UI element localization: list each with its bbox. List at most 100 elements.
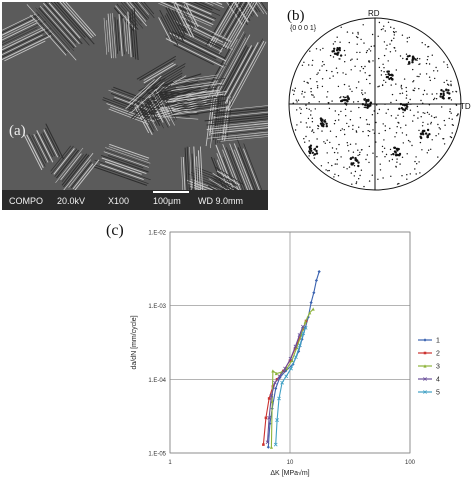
chart-legend: 1 2 3 4 5: [418, 338, 440, 397]
lamella-line: [68, 159, 91, 188]
orientation-point: [339, 41, 341, 43]
lamella-line: [176, 2, 217, 20]
orientation-point: [354, 65, 356, 67]
lamella-line: [224, 42, 259, 104]
orientation-point: [387, 21, 390, 23]
orientation-point: [321, 65, 323, 67]
lamella-line: [53, 2, 86, 38]
orientation-point: [331, 50, 334, 53]
orientation-point: [316, 85, 319, 87]
data-point: [284, 374, 289, 379]
orientation-point: [366, 106, 369, 109]
orientation-point: [400, 86, 402, 88]
orientation-point: [436, 70, 439, 72]
orientation-point: [441, 106, 443, 108]
orientation-point: [327, 162, 329, 164]
orientation-point: [376, 156, 378, 158]
orientation-point: [405, 103, 408, 107]
orientation-point: [368, 48, 370, 50]
orientation-point: [422, 133, 425, 136]
orientation-point: [443, 143, 446, 145]
orientation-point: [353, 165, 356, 167]
orientation-point: [447, 84, 450, 86]
data-point: [273, 380, 277, 385]
orientation-point: [380, 74, 383, 76]
orientation-point: [313, 153, 317, 156]
orientation-point: [297, 99, 300, 101]
orientation-point: [336, 158, 338, 161]
orientation-point: [313, 157, 316, 159]
orientation-point: [357, 31, 359, 34]
orientation-point: [382, 177, 384, 179]
orientation-point: [391, 78, 394, 81]
lamella-line: [65, 2, 97, 36]
orientation-point: [373, 132, 376, 134]
orientation-point: [351, 58, 353, 60]
orientation-point: [317, 124, 319, 127]
orientation-point: [381, 151, 384, 153]
orientation-point: [367, 135, 370, 137]
lamella-line: [128, 79, 162, 109]
orientation-point: [418, 88, 420, 90]
lamella-line: [182, 19, 229, 43]
orientation-point: [304, 141, 306, 143]
orientation-point: [400, 107, 404, 110]
data-point: [267, 415, 272, 420]
lamella-line: [129, 2, 147, 22]
orientation-point: [442, 90, 445, 93]
lamella-line: [185, 23, 224, 43]
lamella-line: [225, 46, 254, 98]
orientation-point: [308, 150, 311, 153]
orientation-point: [359, 117, 362, 119]
x-tick-labels: 1 10 100: [168, 460, 415, 466]
series-4: [265, 324, 305, 445]
lamella-line: [56, 2, 95, 45]
orientation-point: [434, 77, 436, 80]
lamella-line: [26, 134, 44, 169]
orientation-point: [355, 181, 358, 183]
orientation-point: [430, 115, 433, 117]
orientation-point: [416, 59, 418, 61]
orientation-point: [385, 153, 388, 156]
lamella-line: [133, 7, 139, 61]
lamella-line: [62, 152, 94, 192]
orientation-point: [384, 156, 386, 158]
orientation-point: [382, 28, 384, 30]
orientation-point: [350, 110, 352, 113]
lamella-line: [239, 2, 251, 18]
orientation-point: [308, 140, 310, 142]
lamella-line: [160, 16, 174, 41]
orientation-point: [354, 158, 357, 161]
orientation-point: [408, 54, 411, 58]
orientation-point: [380, 28, 383, 31]
orientation-point: [322, 125, 325, 128]
sem-voltage: 20.0kV: [57, 196, 85, 206]
data-point: [308, 311, 312, 315]
orientation-point: [363, 42, 365, 44]
orientation-point: [369, 104, 372, 107]
orientation-point: [396, 126, 398, 128]
orientation-point: [346, 100, 349, 103]
orientation-point: [435, 116, 437, 118]
orientation-point: [377, 112, 379, 115]
orientation-point: [344, 133, 346, 136]
lamella-line: [206, 122, 268, 130]
orientation-point: [402, 57, 404, 60]
lamella-line: [155, 88, 175, 126]
lamella-line: [50, 2, 90, 46]
td-axis-label: TD: [460, 102, 471, 111]
lamella-line: [43, 129, 59, 158]
data-point: [271, 369, 275, 373]
orientation-point: [428, 76, 431, 78]
orientation-point: [395, 69, 397, 71]
lamella-line: [190, 172, 238, 191]
orientation-point: [388, 73, 391, 77]
orientation-point: [391, 93, 394, 96]
orientation-point: [382, 123, 384, 125]
orientation-point: [359, 174, 361, 177]
orientation-point: [309, 126, 311, 128]
orientation-point: [358, 126, 360, 128]
orientation-point: [306, 107, 308, 110]
lamella-line: [121, 15, 125, 55]
data-point: [298, 343, 302, 348]
